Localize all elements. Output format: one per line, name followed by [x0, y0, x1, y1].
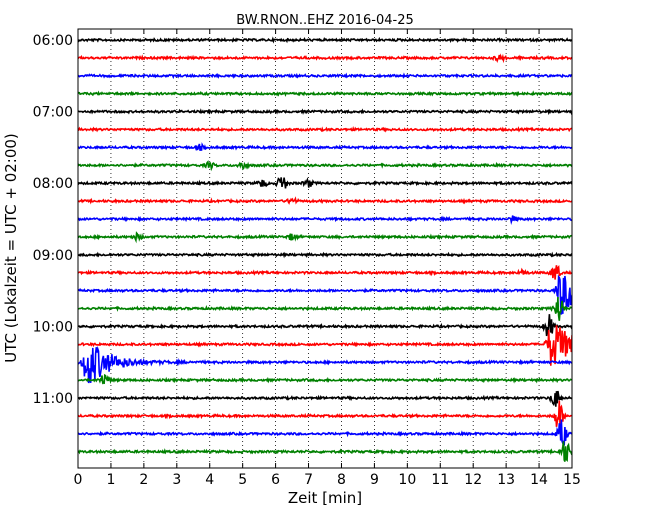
- seismic-trace: [78, 72, 572, 80]
- seismic-trace: [78, 126, 572, 133]
- seismic-trace: [78, 142, 572, 152]
- seismic-trace: [78, 53, 572, 64]
- x-tick-label: 4: [205, 472, 214, 488]
- seismic-trace: [78, 231, 572, 244]
- x-axis-label: Zeit [min]: [288, 489, 362, 507]
- x-tick-label: 10: [398, 472, 416, 488]
- x-tick-label: 12: [464, 472, 482, 488]
- y-tick-label: 07:00: [33, 105, 73, 121]
- x-tick-label: 2: [139, 472, 148, 488]
- seismic-trace: [78, 400, 572, 427]
- seismic-trace: [78, 441, 572, 463]
- x-tick-label: 0: [74, 472, 83, 488]
- x-tick-label: 15: [563, 472, 581, 488]
- y-tick-label: 08:00: [33, 176, 73, 192]
- y-tick-label: 09:00: [33, 248, 73, 264]
- seismic-trace: [78, 177, 572, 189]
- seismic-trace: [78, 196, 572, 205]
- x-tick-label: 6: [271, 472, 280, 488]
- y-axis-label: UTC (Lokalzeit = UTC + 02:00): [2, 133, 20, 363]
- x-tick-label: 13: [497, 472, 515, 488]
- seismic-trace: [78, 296, 572, 321]
- seismic-trace: [78, 325, 572, 366]
- x-tick-label: 1: [106, 472, 115, 488]
- x-tick-label: 5: [238, 472, 247, 488]
- y-tick-label: 11:00: [33, 391, 73, 407]
- y-tick-label: 06:00: [33, 33, 73, 49]
- y-tick-label: 10:00: [33, 319, 73, 335]
- y-axis: 06:00 07:00 08:00 09:00 10:00 11:00: [33, 33, 572, 407]
- x-tick-label: 14: [530, 472, 548, 488]
- x-axis: 0 1 2 3 4 5 6 7 8 9 10 11 12 13 14 15: [74, 29, 581, 488]
- x-tick-label: 9: [370, 472, 379, 488]
- seismic-trace: [78, 160, 572, 172]
- seismic-trace: [78, 419, 572, 446]
- chart-title: BW.RNON..EHZ 2016-04-25: [236, 13, 414, 28]
- trace-layer: [78, 36, 572, 463]
- x-tick-label: 8: [337, 472, 346, 488]
- plot-frame: [77, 28, 573, 469]
- seismic-trace: [78, 108, 572, 116]
- x-tick-label: 7: [304, 472, 313, 488]
- seismic-trace: [78, 314, 572, 337]
- seismic-trace: [78, 390, 572, 407]
- x-tick-label: 11: [431, 472, 449, 488]
- seismic-trace: [78, 265, 572, 280]
- seismic-trace: [78, 215, 572, 226]
- seismic-trace: [78, 251, 572, 259]
- seismic-trace: [78, 274, 572, 315]
- seismic-trace: [78, 36, 572, 44]
- seismic-trace: [78, 90, 572, 98]
- seismic-trace: [78, 345, 572, 384]
- seismic-trace: [78, 373, 572, 385]
- x-tick-label: 3: [172, 472, 181, 488]
